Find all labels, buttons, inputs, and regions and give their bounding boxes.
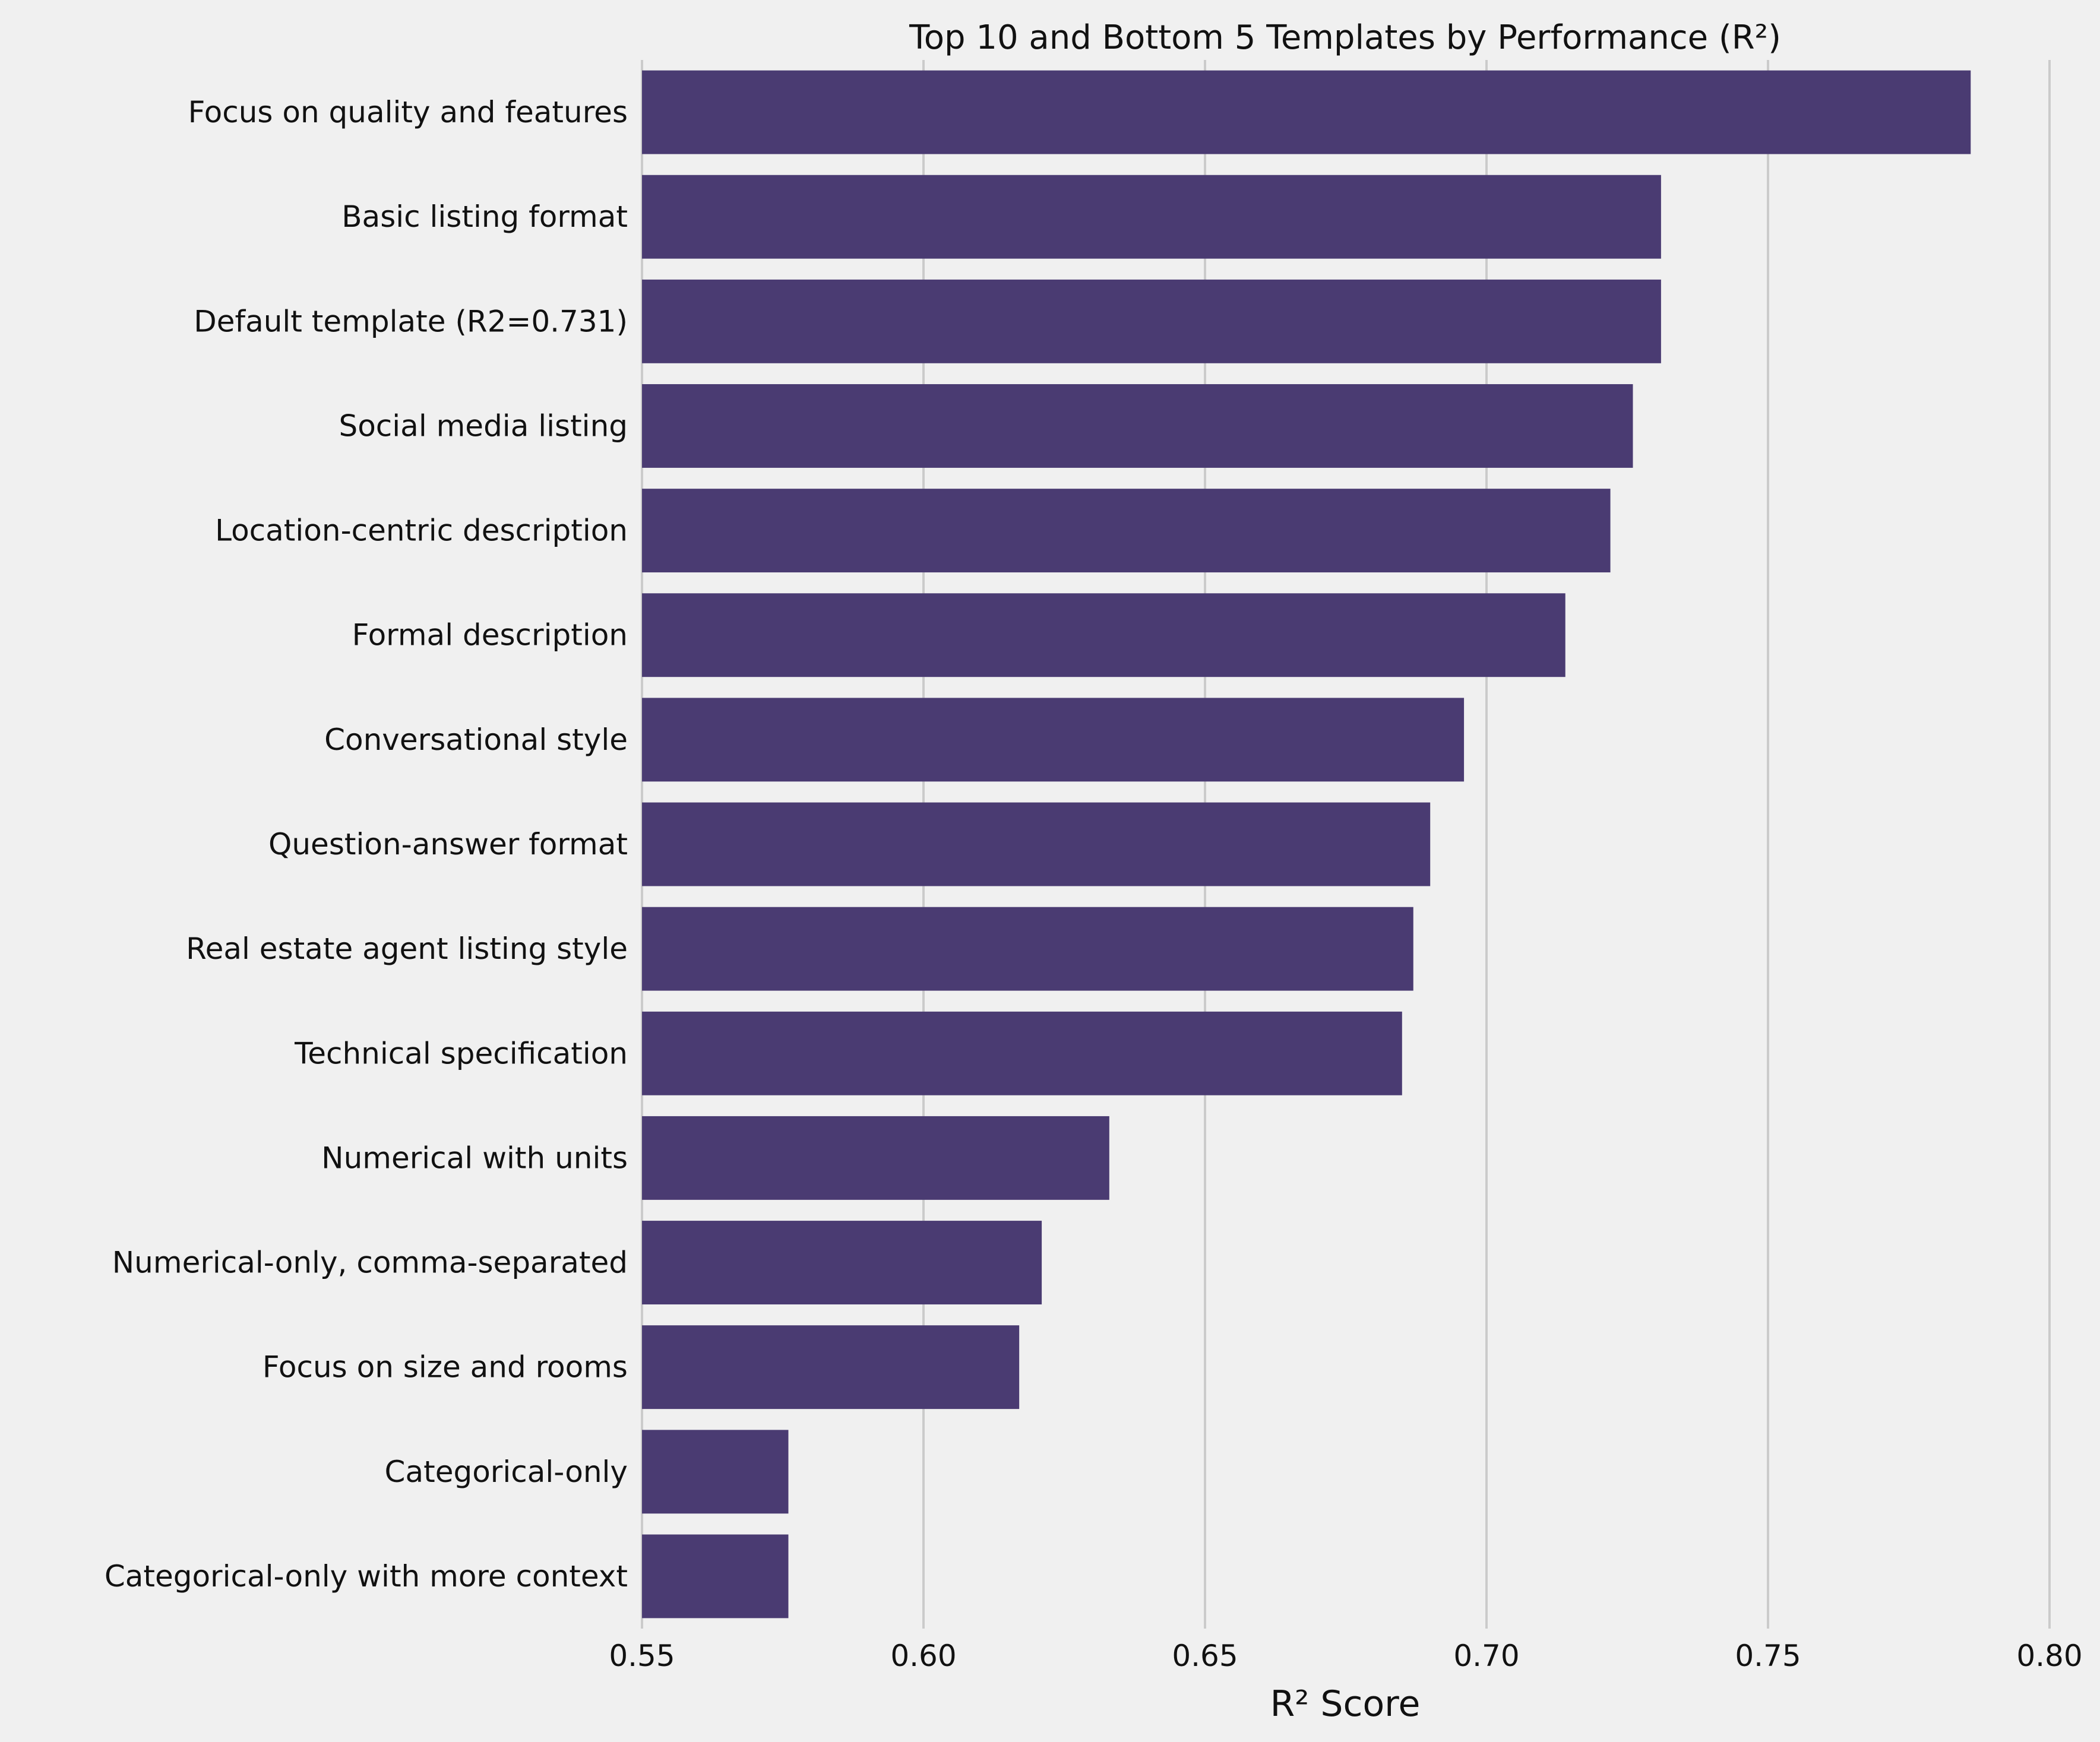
bar: [642, 1534, 789, 1619]
x-tick-labels: 0.55 0.60 0.65 0.70 0.75 0.80: [609, 1639, 2082, 1673]
bar: [642, 1430, 789, 1514]
y-tick-label: Categorical-only with more context: [105, 1559, 628, 1594]
bar: [642, 1116, 1109, 1200]
y-tick-label: Numerical-only, comma-separated: [112, 1246, 628, 1280]
chart-title: Top 10 and Bottom 5 Templates by Perform…: [909, 18, 1781, 57]
bar: [642, 279, 1661, 363]
y-tick-label: Technical specification: [294, 1036, 628, 1070]
bar: [642, 384, 1633, 468]
y-tick-label: Conversational style: [324, 723, 628, 757]
bars: [642, 70, 1971, 1619]
y-tick-label: Social media listing: [339, 408, 628, 443]
y-tick-labels: Focus on quality and features Basic listi…: [105, 95, 628, 1594]
y-tick-label: Basic listing format: [341, 199, 628, 234]
x-tick-label: 0.75: [1735, 1639, 1801, 1673]
bar: [642, 1325, 1020, 1410]
y-tick-label: Categorical-only: [385, 1455, 628, 1489]
y-tick-label: Question-answer format: [268, 827, 628, 862]
bar: [642, 802, 1431, 886]
x-tick-label: 0.55: [609, 1639, 675, 1673]
bar: [642, 1011, 1402, 1095]
x-axis-label: R² Score: [1270, 1683, 1421, 1725]
bar: [642, 593, 1565, 677]
bar: [642, 1221, 1042, 1304]
x-tick-label: 0.65: [1172, 1639, 1238, 1673]
bar: [642, 907, 1413, 991]
x-tick-label: 0.70: [1453, 1639, 1519, 1673]
y-tick-label: Formal description: [352, 618, 628, 653]
y-tick-label: Focus on size and rooms: [262, 1350, 628, 1385]
bar: [642, 489, 1611, 573]
bar: [642, 698, 1465, 782]
y-tick-label: Numerical with units: [321, 1141, 628, 1175]
bar: [642, 175, 1661, 259]
bar: [642, 70, 1971, 154]
x-tick-label: 0.80: [2016, 1639, 2082, 1673]
y-tick-label: Default template (R2=0.731): [194, 304, 628, 338]
y-tick-label: Real estate agent listing style: [186, 932, 628, 966]
y-tick-label: Location-centric description: [215, 514, 628, 548]
y-tick-label: Focus on quality and features: [188, 95, 628, 129]
x-tick-label: 0.60: [890, 1639, 956, 1673]
